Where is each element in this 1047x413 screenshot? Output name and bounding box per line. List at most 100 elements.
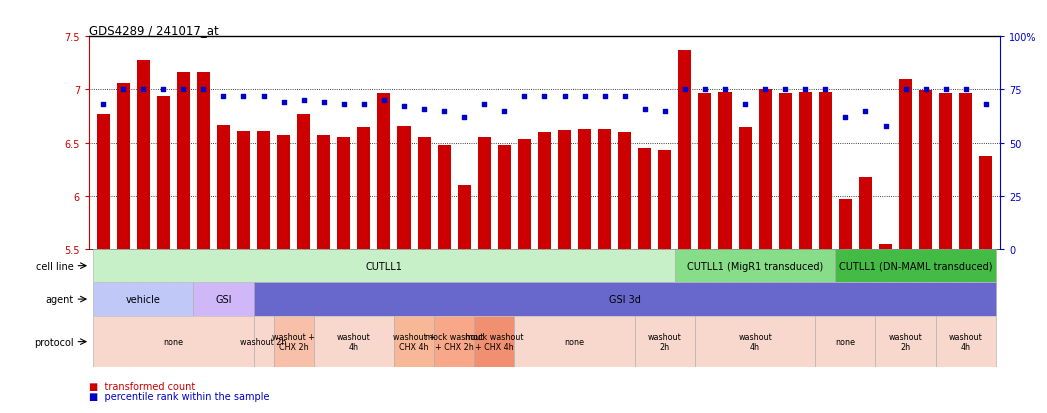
Bar	[514, 316, 634, 368]
Bar	[979, 157, 993, 249]
Bar	[458, 186, 471, 249]
Bar	[936, 316, 996, 368]
Text: washout
4h: washout 4h	[949, 332, 983, 351]
Point	[175, 87, 192, 93]
Point	[637, 106, 653, 113]
Text: none: none	[836, 337, 855, 346]
Bar	[497, 145, 511, 249]
Bar	[137, 61, 150, 249]
Text: mock washout
+ CHX 4h: mock washout + CHX 4h	[465, 332, 524, 351]
Point	[275, 100, 292, 106]
Bar	[93, 316, 253, 368]
Point	[356, 102, 373, 108]
Bar	[518, 140, 531, 249]
Bar	[438, 145, 450, 249]
Bar	[879, 244, 892, 249]
Text: ■  percentile rank within the sample: ■ percentile rank within the sample	[89, 392, 269, 401]
Point	[596, 93, 612, 100]
Text: washout +
CHX 2h: washout + CHX 2h	[272, 332, 315, 351]
Bar	[738, 127, 752, 249]
Bar	[273, 316, 314, 368]
Bar	[237, 132, 250, 249]
Point	[536, 93, 553, 100]
Point	[897, 87, 914, 93]
Bar	[93, 249, 675, 282]
Bar	[558, 131, 571, 249]
Bar	[116, 84, 130, 249]
Point	[115, 87, 132, 93]
Point	[957, 87, 974, 93]
Text: washout
4h: washout 4h	[337, 332, 371, 351]
Point	[436, 108, 452, 115]
Point	[496, 108, 513, 115]
Point	[656, 108, 673, 115]
Point	[396, 104, 413, 111]
Bar	[618, 133, 631, 249]
Text: mock washout
+ CHX 2h: mock washout + CHX 2h	[425, 332, 484, 351]
Point	[94, 102, 111, 108]
Point	[556, 93, 573, 100]
Point	[877, 123, 894, 130]
Point	[516, 93, 533, 100]
Bar	[839, 199, 852, 249]
Text: protocol: protocol	[34, 337, 73, 347]
Bar	[698, 93, 712, 249]
Point	[236, 93, 252, 100]
Point	[978, 102, 995, 108]
Bar	[96, 115, 110, 249]
Bar	[435, 316, 474, 368]
Point	[676, 87, 693, 93]
Point	[155, 87, 172, 93]
Bar	[377, 93, 391, 249]
Bar	[799, 93, 811, 249]
Text: CUTLL1 (MigR1 transduced): CUTLL1 (MigR1 transduced)	[687, 261, 823, 271]
Point	[837, 114, 853, 121]
Text: agent: agent	[45, 294, 73, 304]
Text: ■  transformed count: ■ transformed count	[89, 381, 195, 391]
Bar	[816, 316, 875, 368]
Bar	[675, 249, 836, 282]
Bar	[959, 93, 973, 249]
Bar	[197, 73, 209, 249]
Point	[215, 93, 231, 100]
Bar	[337, 138, 351, 249]
Bar	[899, 80, 912, 249]
Bar	[639, 149, 651, 249]
Point	[737, 102, 754, 108]
Bar	[398, 126, 410, 249]
Point	[817, 87, 833, 93]
Point	[335, 102, 352, 108]
Bar	[859, 177, 872, 249]
Text: washout
4h: washout 4h	[738, 332, 772, 351]
Bar	[357, 127, 371, 249]
Point	[255, 93, 272, 100]
Bar	[93, 282, 194, 316]
Point	[195, 87, 211, 93]
Bar	[919, 91, 932, 249]
Point	[757, 87, 774, 93]
Text: GDS4289 / 241017_at: GDS4289 / 241017_at	[89, 24, 219, 37]
Text: none: none	[163, 337, 183, 346]
Bar	[418, 138, 430, 249]
Bar	[253, 282, 996, 316]
Point	[315, 100, 332, 106]
Bar	[819, 93, 832, 249]
Bar	[678, 51, 691, 249]
Bar	[257, 132, 270, 249]
Text: CUTLL1 (DN-MAML transduced): CUTLL1 (DN-MAML transduced)	[839, 261, 993, 271]
Bar	[578, 129, 592, 249]
Bar	[157, 97, 170, 249]
Bar	[317, 136, 330, 249]
Point	[376, 97, 393, 104]
Bar	[474, 316, 514, 368]
Bar	[314, 316, 394, 368]
Point	[617, 93, 633, 100]
Point	[455, 114, 472, 121]
Point	[576, 93, 593, 100]
Point	[135, 87, 152, 93]
Bar	[836, 249, 996, 282]
Point	[917, 87, 934, 93]
Bar	[659, 151, 671, 249]
Point	[476, 102, 493, 108]
Bar	[538, 133, 551, 249]
